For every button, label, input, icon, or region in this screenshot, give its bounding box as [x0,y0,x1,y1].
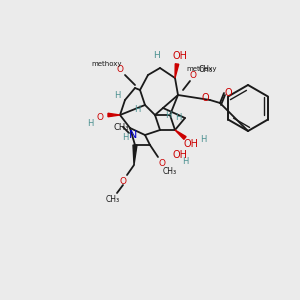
Text: N: N [129,130,137,140]
Text: O: O [190,70,196,80]
Text: O: O [116,65,124,74]
Polygon shape [175,130,186,140]
Text: H: H [122,134,128,142]
Polygon shape [108,113,120,117]
Text: OH: OH [172,51,188,61]
Text: H: H [134,106,140,115]
Text: methoxy: methoxy [92,61,122,67]
Text: O: O [158,158,166,167]
Text: O: O [224,88,232,98]
Text: CH₃: CH₃ [199,64,213,74]
Text: H: H [87,118,93,127]
Polygon shape [175,64,179,78]
Text: O: O [119,176,127,185]
Text: H: H [154,52,160,61]
Polygon shape [133,145,137,165]
Text: O: O [97,112,104,122]
Text: methoxy: methoxy [187,66,217,72]
Text: H: H [114,91,120,100]
Text: OH: OH [184,139,199,149]
Text: OH: OH [172,150,188,160]
Text: CH₃: CH₃ [163,167,177,176]
Text: H: H [165,112,171,121]
Text: CH₃: CH₃ [106,194,120,203]
Text: O: O [201,93,209,103]
Text: H: H [200,136,206,145]
Text: CH₃: CH₃ [113,122,129,131]
Text: H: H [182,158,188,166]
Text: H: H [175,112,181,122]
